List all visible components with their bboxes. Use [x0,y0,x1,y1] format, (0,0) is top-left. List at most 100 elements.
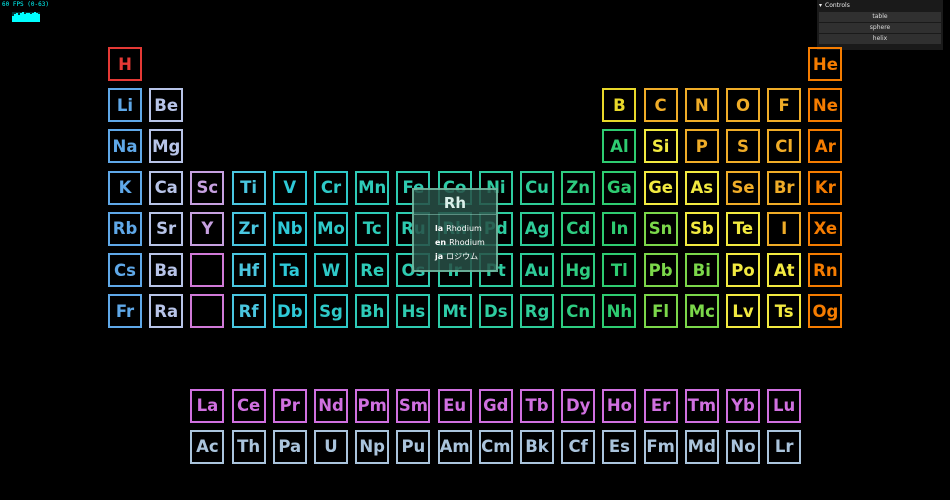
element-br[interactable]: Br [767,170,802,205]
element-md[interactable]: Md [684,429,719,464]
element-tm[interactable]: Tm [684,388,719,423]
element-nb[interactable]: Nb [272,211,307,246]
element-nh[interactable]: Nh [602,294,637,329]
element-cl[interactable]: Cl [767,129,802,164]
element-in[interactable]: In [602,211,637,246]
element-b[interactable]: B [602,88,637,123]
element-yb[interactable]: Yb [726,388,760,423]
element-hg[interactable]: Hg [561,253,596,287]
element-ti[interactable]: Ti [231,170,266,205]
element-dy[interactable]: Dy [561,388,596,423]
element-he[interactable]: He [808,47,843,81]
element-sn[interactable]: Sn [643,211,678,246]
element-lu[interactable]: Lu [767,388,802,423]
sphere-button[interactable]: sphere [819,23,941,33]
element-pb[interactable]: Pb [643,253,678,287]
element-rf[interactable]: Rf [231,294,266,329]
element-pu[interactable]: Pu [396,429,431,464]
element-zr[interactable]: Zr [231,211,266,246]
element-ar[interactable]: Ar [808,129,843,164]
element-bi[interactable]: Bi [684,253,719,287]
element-cn[interactable]: Cn [561,294,596,329]
element-np[interactable]: Np [355,429,390,464]
element-at[interactable]: At [767,253,802,287]
element-al[interactable]: Al [602,129,637,164]
element-th[interactable]: Th [231,429,266,464]
element-no[interactable]: No [726,429,760,464]
element-po[interactable]: Po [726,253,760,287]
element-au[interactable]: Au [520,253,554,287]
element-lr[interactable]: Lr [767,429,802,464]
element-hs[interactable]: Hs [396,294,431,329]
element-bh[interactable]: Bh [355,294,390,329]
element-kr[interactable]: Kr [808,170,843,205]
element-p[interactable]: P [684,129,719,164]
element-og[interactable]: Og [808,294,843,329]
element-i[interactable]: I [767,211,802,246]
element-cd[interactable]: Cd [561,211,596,246]
element-db[interactable]: Db [272,294,307,329]
element-se[interactable]: Se [726,170,760,205]
element-na[interactable]: Na [108,129,142,164]
element-fm[interactable]: Fm [643,429,678,464]
element-mc[interactable]: Mc [684,294,719,329]
element-n[interactable]: N [684,88,719,123]
element-si[interactable]: Si [643,129,678,164]
helix-button[interactable]: helix [819,34,941,44]
element-pr[interactable]: Pr [272,388,307,423]
element-f[interactable]: F [767,88,802,123]
element-ne[interactable]: Ne [808,88,843,123]
element-ds[interactable]: Ds [478,294,513,329]
element-ga[interactable]: Ga [602,170,637,205]
element-cs[interactable]: Cs [108,253,142,287]
element-sb[interactable]: Sb [684,211,719,246]
element-rb[interactable]: Rb [108,211,142,246]
element-hf[interactable]: Hf [231,253,266,287]
element-gd[interactable]: Gd [478,388,513,423]
element-pm[interactable]: Pm [355,388,390,423]
element-es[interactable]: Es [602,429,637,464]
element-ce[interactable]: Ce [231,388,266,423]
element-fl[interactable]: Fl [643,294,678,329]
element-xe[interactable]: Xe [808,211,843,246]
element-sm[interactable]: Sm [396,388,431,423]
element-h[interactable]: H [108,47,142,81]
table-button[interactable]: table [819,12,941,22]
element-sg[interactable]: Sg [314,294,348,329]
element-er[interactable]: Er [643,388,678,423]
element-sr[interactable]: Sr [149,211,184,246]
element-li[interactable]: Li [108,88,142,123]
element-mn[interactable]: Mn [355,170,390,205]
element-rg[interactable]: Rg [520,294,554,329]
element-mg[interactable]: Mg [149,129,184,164]
element-ag[interactable]: Ag [520,211,554,246]
element-am[interactable]: Am [437,429,472,464]
controls-header[interactable]: ▾ Controls [817,0,943,11]
element-ho[interactable]: Ho [602,388,637,423]
element-ge[interactable]: Ge [643,170,678,205]
element-w[interactable]: W [314,253,348,287]
element-fr[interactable]: Fr [108,294,142,329]
element-bk[interactable]: Bk [520,429,554,464]
element-re[interactable]: Re [355,253,390,287]
element-y[interactable]: Y [190,211,225,246]
element-c[interactable]: C [643,88,678,123]
element-ts[interactable]: Ts [767,294,802,329]
element-ba[interactable]: Ba [149,253,184,287]
element-ta[interactable]: Ta [272,253,307,287]
element-mo[interactable]: Mo [314,211,348,246]
element-ac[interactable]: Ac [190,429,225,464]
element-tc[interactable]: Tc [355,211,390,246]
element-ra[interactable]: Ra [149,294,184,329]
element-la[interactable]: La [190,388,225,423]
element-nd[interactable]: Nd [314,388,348,423]
element-as[interactable]: As [684,170,719,205]
element-pa[interactable]: Pa [272,429,307,464]
element-rn[interactable]: Rn [808,253,843,287]
element-lv[interactable]: Lv [726,294,760,329]
element-tb[interactable]: Tb [520,388,554,423]
element-eu[interactable]: Eu [437,388,472,423]
element-te[interactable]: Te [726,211,760,246]
element-ca[interactable]: Ca [149,170,184,205]
element-cr[interactable]: Cr [314,170,348,205]
